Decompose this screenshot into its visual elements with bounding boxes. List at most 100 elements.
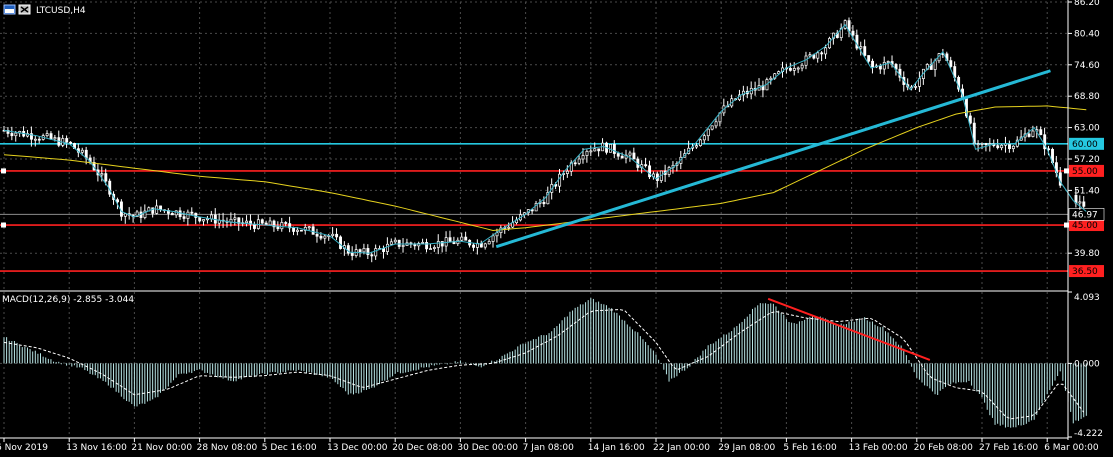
candle-body — [436, 241, 440, 248]
candle-body — [253, 224, 256, 229]
candle-body — [1011, 145, 1015, 149]
price-tick-label: 57.20 — [1074, 155, 1100, 165]
candle-body — [609, 144, 612, 153]
candle-body — [123, 213, 127, 217]
candle-body — [393, 239, 397, 243]
candle-body — [542, 201, 546, 205]
candle-body — [186, 211, 190, 219]
candle-body — [346, 245, 350, 254]
time-tick-label: 5 Dec 16:00 — [262, 443, 317, 453]
candle-body — [374, 248, 378, 257]
level-handle[interactable] — [1, 222, 6, 228]
candle-body — [170, 213, 174, 216]
macd-divergence-line[interactable] — [767, 297, 931, 361]
level-handle[interactable] — [1064, 222, 1069, 228]
time-tick-label: 13 Dec 00:00 — [327, 443, 388, 453]
candle-body — [202, 219, 206, 222]
candle-body — [311, 226, 315, 235]
candle-body — [268, 220, 272, 226]
candle-body — [933, 60, 937, 70]
candle-body — [14, 132, 18, 137]
candle-body — [628, 152, 632, 156]
candle-body — [483, 243, 487, 248]
candle-body — [984, 143, 988, 146]
candle-body — [1078, 201, 1082, 204]
candle-body — [1031, 130, 1035, 137]
level-handle[interactable] — [1064, 168, 1069, 174]
price-tick-label: 39.80 — [1074, 249, 1100, 259]
trendline[interactable] — [495, 69, 1051, 249]
candle-body — [30, 133, 33, 140]
macd-indicator-label: MACD(12,26,9) -2.855 -3.044 — [2, 295, 134, 305]
close-icon[interactable] — [18, 4, 31, 15]
level-45-label: 45.00 — [1072, 221, 1098, 231]
macd-tick-label: 0.000 — [1074, 359, 1100, 369]
candle-body — [362, 248, 366, 253]
time-tick-label: 20 Dec 08:00 — [392, 443, 453, 453]
candle-body — [69, 141, 73, 144]
window-icon[interactable] — [3, 4, 16, 15]
candle-body — [53, 137, 57, 140]
candle-body — [315, 233, 319, 237]
slow-moving-average-line — [3, 105, 1087, 232]
candle-body — [558, 173, 562, 187]
price-axis: 86.20 80.40 74.60 68.80 63.00 57.20 51.40 39.80… — [1068, 0, 1103, 439]
candle-body — [620, 155, 624, 159]
candle-body — [878, 65, 882, 70]
time-tick-label: 6 Nov 2019 — [0, 443, 48, 453]
candle-body — [573, 162, 577, 165]
candle-body — [209, 214, 213, 220]
candle-body — [695, 145, 698, 148]
price-tick-label: 51.40 — [1074, 186, 1100, 196]
candle-body — [190, 211, 194, 214]
level-60-label: 60.00 — [1072, 140, 1098, 150]
candle-body — [198, 217, 202, 222]
candle-body — [319, 235, 323, 239]
time-tick-label: 30 Dec 00:00 — [457, 443, 518, 453]
candle-body — [882, 62, 886, 70]
candle-body — [448, 237, 452, 242]
horizontal-levels[interactable]: 60.00 55.00 45.00 36.50 46.97 — [0, 137, 1105, 278]
candle-body — [100, 173, 104, 176]
macd-signal-line — [3, 308, 1085, 420]
candle-body — [245, 220, 249, 224]
candle-body — [299, 229, 303, 232]
candle-body — [632, 152, 636, 160]
candle-body — [10, 133, 14, 137]
candle-body — [284, 222, 288, 224]
candle-body — [534, 203, 538, 212]
macd-tick-label: -4.222 — [1074, 429, 1103, 439]
level-36.5-label: 36.50 — [1072, 267, 1098, 277]
candle-body — [296, 229, 299, 232]
candle-body — [288, 223, 292, 229]
candle-body — [358, 249, 362, 253]
candle-body — [867, 55, 871, 62]
candle-body — [37, 138, 41, 141]
candle-body — [593, 148, 597, 152]
candle-body — [116, 199, 119, 203]
current-price-label: 46.97 — [1072, 210, 1098, 220]
candle-body — [370, 254, 374, 257]
candle-body — [702, 135, 706, 141]
candle-body — [249, 220, 253, 225]
candle-body — [968, 115, 972, 124]
candle-body — [276, 226, 280, 230]
candle-body — [280, 222, 284, 230]
candle-body — [413, 243, 417, 247]
candle-body — [260, 219, 264, 224]
candle-body — [949, 60, 953, 67]
candle-body — [511, 222, 515, 228]
candle-body — [714, 121, 718, 127]
chart-grid — [0, 1, 1068, 437]
candle-body — [292, 227, 296, 232]
candle-body — [863, 46, 867, 56]
candle-body — [577, 158, 581, 164]
level-handle[interactable] — [1, 168, 6, 174]
fast-moving-average-line — [3, 23, 1087, 254]
time-tick-label: 5 Feb 16:00 — [783, 443, 837, 453]
candle-body — [429, 248, 432, 250]
candle-body — [1043, 134, 1047, 150]
candle-body — [597, 148, 601, 152]
time-tick-label: 28 Nov 08:00 — [197, 443, 258, 453]
